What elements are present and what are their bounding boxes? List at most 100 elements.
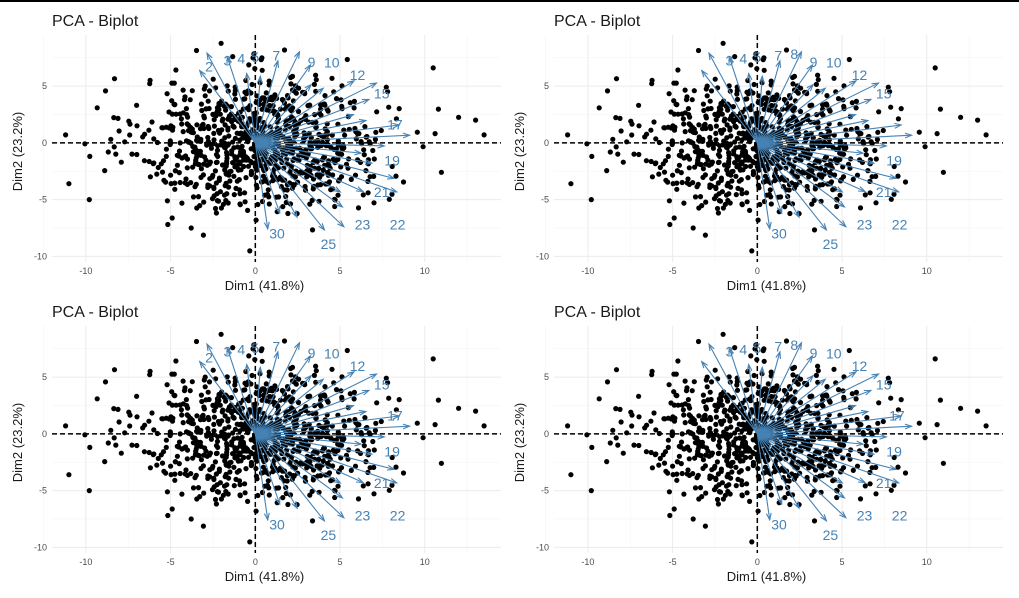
data-point <box>849 100 855 106</box>
data-point <box>111 76 118 82</box>
data-point <box>684 180 690 186</box>
data-point <box>824 93 830 99</box>
data-point <box>875 420 881 426</box>
data-point <box>648 449 654 456</box>
data-point <box>230 54 236 60</box>
data-point <box>740 436 746 442</box>
data-point <box>184 121 190 127</box>
variable-arrowhead <box>700 69 708 78</box>
data-point <box>216 391 222 398</box>
data-point <box>236 478 243 484</box>
data-point <box>400 179 407 185</box>
data-point <box>657 455 663 462</box>
data-point <box>400 470 407 476</box>
data-point <box>820 473 826 479</box>
data-point <box>212 496 219 503</box>
data-point <box>867 481 873 487</box>
data-point <box>885 375 891 381</box>
data-point <box>243 91 249 97</box>
data-point <box>686 412 692 418</box>
data-point <box>783 456 789 462</box>
data-point <box>686 165 692 171</box>
variable-arrow <box>756 433 845 499</box>
data-point <box>206 379 213 385</box>
data-point <box>202 93 208 99</box>
data-point <box>188 471 194 477</box>
variable-arrow <box>701 361 758 435</box>
data-point <box>717 398 723 404</box>
x-tick-label: -10 <box>79 266 92 276</box>
variable-arrow <box>757 405 856 435</box>
data-point <box>695 448 701 454</box>
variable-label: 7 <box>774 47 782 63</box>
data-point <box>691 420 697 426</box>
data-point <box>225 416 231 422</box>
data-point <box>173 402 179 408</box>
data-point <box>242 481 248 487</box>
data-point <box>182 471 188 477</box>
data-point <box>163 444 169 450</box>
variable-arrow <box>756 142 845 208</box>
data-point <box>744 199 750 205</box>
data-point <box>821 139 828 145</box>
data-point <box>290 472 296 479</box>
data-point <box>362 415 368 421</box>
variable-arrow <box>757 142 874 164</box>
data-point <box>141 449 147 455</box>
data-point <box>648 158 654 165</box>
data-point <box>287 460 293 466</box>
data-point <box>82 432 88 438</box>
data-point <box>174 162 180 168</box>
data-point <box>253 217 259 223</box>
data-point <box>712 111 718 117</box>
data-point <box>719 189 725 195</box>
data-point <box>201 115 207 121</box>
data-point <box>204 141 210 147</box>
variable-arrowhead <box>355 186 365 193</box>
data-point <box>151 427 157 433</box>
data-point <box>673 80 679 86</box>
data-point <box>224 374 230 380</box>
data-point <box>370 147 376 154</box>
variable-arrow <box>254 142 343 208</box>
data-point <box>228 117 234 123</box>
data-point <box>163 153 169 159</box>
data-point <box>118 159 124 165</box>
data-point <box>666 489 672 495</box>
data-point <box>858 131 864 137</box>
y-tick-label: 5 <box>42 372 47 382</box>
data-point <box>887 380 893 386</box>
variable-arrow <box>255 433 385 438</box>
variable-arrow <box>206 343 256 435</box>
data-point <box>111 144 117 150</box>
data-point <box>420 435 426 441</box>
data-point <box>791 364 798 370</box>
data-point <box>176 461 182 467</box>
data-point <box>975 408 981 414</box>
data-point <box>259 346 265 352</box>
data-point <box>874 427 880 434</box>
data-point <box>232 154 238 160</box>
variable-arrowhead <box>226 346 233 355</box>
data-point <box>752 55 758 61</box>
data-point <box>732 451 738 457</box>
data-point <box>830 478 836 484</box>
variable-arrowhead <box>866 450 876 456</box>
data-point <box>857 205 864 211</box>
variable-arrowhead <box>358 409 368 416</box>
data-point <box>818 165 824 171</box>
data-point <box>281 338 288 344</box>
data-point <box>767 187 773 193</box>
data-point <box>687 405 693 411</box>
data-point <box>318 403 324 409</box>
data-point <box>204 432 210 438</box>
data-point <box>732 160 738 166</box>
data-point <box>113 151 119 157</box>
data-point <box>873 200 879 206</box>
variable-arrows <box>700 50 914 232</box>
data-point <box>207 176 213 182</box>
data-point <box>665 179 671 185</box>
x-tick-label: 5 <box>338 557 343 567</box>
data-point <box>728 172 734 178</box>
